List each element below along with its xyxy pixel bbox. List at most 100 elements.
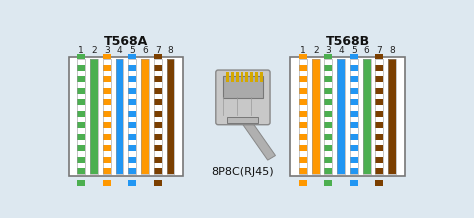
Bar xyxy=(350,88,358,94)
Bar xyxy=(350,122,358,128)
Text: T568A: T568A xyxy=(104,35,148,48)
Bar xyxy=(375,180,383,186)
Bar xyxy=(260,72,263,82)
Bar xyxy=(350,59,358,174)
Bar xyxy=(154,180,162,186)
Bar xyxy=(375,145,383,151)
Bar xyxy=(154,145,162,151)
Bar xyxy=(246,72,248,82)
Bar xyxy=(77,180,85,186)
Bar xyxy=(103,77,111,82)
Bar xyxy=(69,57,183,176)
Bar xyxy=(154,59,162,174)
Bar xyxy=(128,134,136,140)
Text: 7: 7 xyxy=(376,46,383,55)
Bar xyxy=(325,77,332,82)
Bar xyxy=(240,72,244,82)
Bar xyxy=(375,54,383,60)
FancyBboxPatch shape xyxy=(216,70,270,125)
Bar xyxy=(388,59,396,174)
Bar xyxy=(375,88,383,94)
Bar xyxy=(128,65,136,71)
Text: 8: 8 xyxy=(389,46,395,55)
Bar xyxy=(325,145,332,151)
Bar xyxy=(77,59,85,174)
Bar xyxy=(116,59,124,174)
Text: T568B: T568B xyxy=(326,35,370,48)
Bar xyxy=(325,168,332,174)
Text: 4: 4 xyxy=(117,46,122,55)
Bar xyxy=(223,76,263,98)
Bar xyxy=(350,54,358,60)
Bar xyxy=(128,145,136,151)
Bar xyxy=(375,157,383,163)
Bar xyxy=(128,88,136,94)
Bar xyxy=(128,122,136,128)
Bar xyxy=(103,180,111,186)
Bar xyxy=(77,88,85,94)
Bar xyxy=(299,59,307,174)
Bar xyxy=(154,134,162,140)
Bar xyxy=(299,122,307,128)
Bar xyxy=(128,59,136,174)
Bar xyxy=(154,122,162,128)
Bar xyxy=(312,59,319,174)
Bar xyxy=(154,59,162,174)
Bar xyxy=(325,99,332,105)
Bar xyxy=(350,59,358,174)
Bar xyxy=(128,180,136,186)
Bar xyxy=(154,111,162,117)
Bar xyxy=(77,59,85,174)
Bar xyxy=(77,77,85,82)
Bar xyxy=(103,157,111,163)
Bar xyxy=(325,88,332,94)
Bar xyxy=(375,99,383,105)
Bar xyxy=(350,65,358,71)
Bar xyxy=(325,54,332,60)
Bar xyxy=(350,99,358,105)
Bar xyxy=(141,59,149,174)
Bar xyxy=(77,122,85,128)
Bar xyxy=(375,134,383,140)
Bar xyxy=(312,59,319,174)
Bar xyxy=(363,59,371,174)
Bar xyxy=(299,157,307,163)
Bar xyxy=(375,77,383,82)
Bar xyxy=(141,59,149,174)
Bar xyxy=(375,111,383,117)
Text: 6: 6 xyxy=(364,46,370,55)
Bar xyxy=(128,54,136,60)
Bar xyxy=(350,134,358,140)
Bar xyxy=(103,122,111,128)
Bar xyxy=(299,134,307,140)
Bar xyxy=(250,72,253,82)
Bar xyxy=(236,72,238,82)
Bar xyxy=(154,77,162,82)
Text: 5: 5 xyxy=(129,46,135,55)
Text: 3: 3 xyxy=(104,46,109,55)
Bar xyxy=(77,157,85,163)
Text: 2: 2 xyxy=(313,46,319,55)
Text: 1: 1 xyxy=(78,46,84,55)
Bar xyxy=(325,134,332,140)
Bar xyxy=(350,168,358,174)
Bar xyxy=(77,99,85,105)
Text: 6: 6 xyxy=(142,46,148,55)
Bar xyxy=(103,54,111,60)
Bar xyxy=(350,157,358,163)
Bar xyxy=(154,65,162,71)
Text: 7: 7 xyxy=(155,46,161,55)
Bar xyxy=(128,168,136,174)
Bar xyxy=(325,157,332,163)
Bar xyxy=(350,180,358,186)
Bar xyxy=(299,59,307,174)
Bar xyxy=(375,59,383,174)
Bar xyxy=(350,145,358,151)
Bar xyxy=(116,59,124,174)
Bar xyxy=(90,59,98,174)
Bar xyxy=(154,157,162,163)
Bar xyxy=(103,65,111,71)
Bar xyxy=(77,54,85,60)
Bar xyxy=(154,88,162,94)
Bar xyxy=(255,72,258,82)
